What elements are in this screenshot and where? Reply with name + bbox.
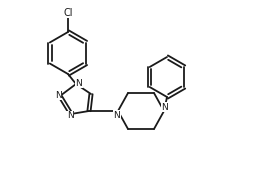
Text: N: N [76,78,82,88]
Text: N: N [55,90,61,100]
Text: Cl: Cl [63,8,73,18]
Text: N: N [162,102,168,111]
Text: N: N [67,111,73,121]
Text: N: N [114,110,120,120]
